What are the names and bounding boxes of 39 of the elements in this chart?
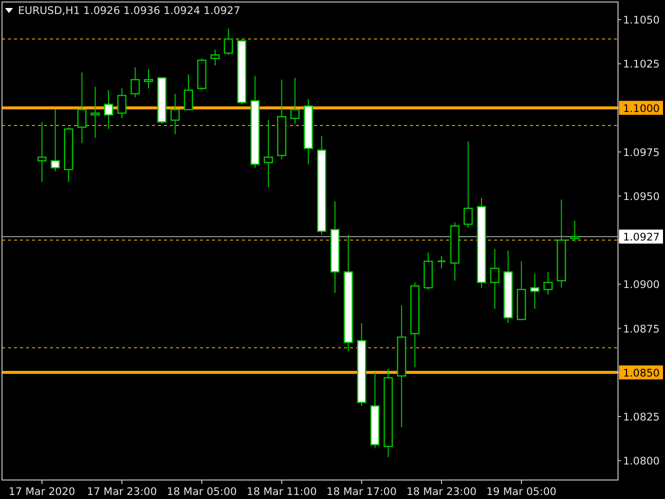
x-tick-label: 17 Mar 2020 [8,486,76,498]
candlestick [50,109,60,172]
candlestick [490,248,500,310]
ref-line-label: 1.0850 [623,367,660,380]
y-tick-label: 1.0900 [623,279,660,292]
candlestick [77,72,87,144]
y-tick-label: 1.0950 [623,191,660,204]
candlestick [530,273,540,310]
candlestick [117,88,126,119]
candlestick [290,77,300,124]
candlestick [570,220,580,242]
candlestick [184,74,194,110]
candlestick [37,121,47,182]
chart-title: EURUSD,H1 1.0926 1.0936 1.0924 1.0927 [18,5,240,17]
ref-line-label: 1.0927 [623,232,660,244]
x-tick-label: 18 Mar 23:00 [406,486,477,498]
candlestick [264,120,273,188]
candlestick [224,28,234,56]
x-tick-label: 18 Mar 05:00 [166,486,237,498]
y-tick-label: 1.0825 [623,412,660,424]
y-tick-label: 1.1050 [623,14,660,27]
x-tick-label: 17 Mar 23:00 [86,486,157,498]
x-tick-label: 18 Mar 11:00 [246,486,317,498]
y-tick-label: 1.0800 [623,456,660,468]
candlestick [170,93,180,135]
candlestick [436,255,446,269]
candlestick [464,140,473,228]
x-tick-label: 18 Mar 17:00 [326,486,397,498]
candlestick [144,68,154,89]
candlestick [90,86,100,138]
x-tick-label: 19 Mar 05:00 [486,486,556,498]
y-tick-label: 1.0975 [623,146,660,159]
y-tick-label: 1.0875 [623,323,660,336]
candlestick [104,90,114,130]
candlestick [130,66,140,98]
candlestick [210,49,220,66]
y-tick-label: 1.1025 [623,58,660,71]
ref-line-label: 1.1000 [623,102,660,115]
candlestick [543,271,553,296]
